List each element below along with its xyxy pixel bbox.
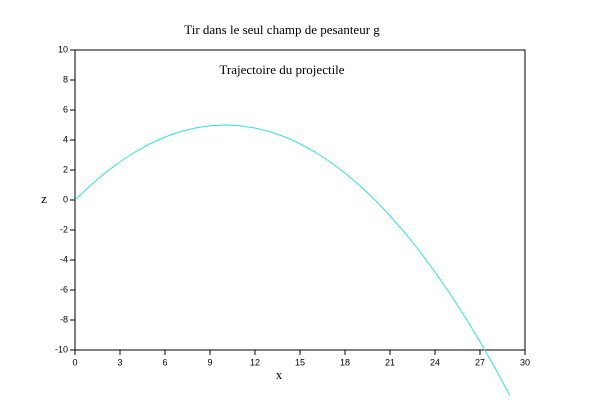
y-tick-label: 0 [63, 194, 68, 204]
y-tick-label: -8 [60, 314, 68, 324]
x-tick-label: 0 [72, 357, 77, 367]
x-tick-label: 15 [295, 357, 305, 367]
x-tick-label: 30 [520, 357, 530, 367]
annotation: Trajectoire du projectile [219, 62, 344, 77]
y-axis-label: z [41, 191, 47, 206]
y-tick-label: -10 [55, 344, 68, 354]
x-tick-label: 6 [162, 357, 167, 367]
y-tick-label: 10 [58, 44, 68, 54]
y-tick-label: 4 [63, 134, 68, 144]
x-tick-label: 24 [430, 357, 440, 367]
x-tick-label: 18 [340, 357, 350, 367]
y-tick-label: 8 [63, 74, 68, 84]
x-tick-label: 27 [475, 357, 485, 367]
y-tick-label: 6 [63, 104, 68, 114]
x-tick-label: 21 [385, 357, 395, 367]
y-tick-label: 2 [63, 164, 68, 174]
y-tick-label: -4 [60, 254, 68, 264]
chart-title: Tir dans le seul champ de pesanteur g [184, 22, 380, 37]
y-tick-label: -6 [60, 284, 68, 294]
x-tick-label: 3 [117, 357, 122, 367]
x-axis-label: x [276, 367, 283, 382]
line-series [74, 124, 511, 396]
y-tick-label: -2 [60, 224, 68, 234]
x-tick-label: 12 [250, 357, 260, 367]
x-tick-label: 9 [207, 357, 212, 367]
